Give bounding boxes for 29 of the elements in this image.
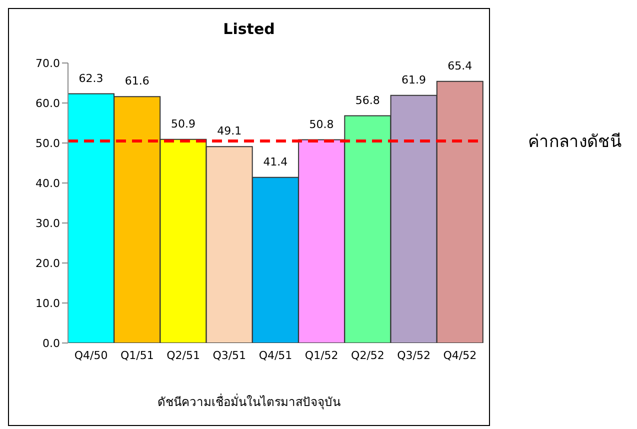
- x-tick-label: Q2/51: [166, 348, 200, 362]
- data-label: 61.9: [402, 73, 426, 86]
- y-tick-label: 20.0: [36, 256, 60, 270]
- data-label: 41.4: [263, 155, 288, 168]
- x-tick-label: Q3/51: [212, 348, 246, 362]
- x-tick-label: Q4/51: [258, 348, 292, 362]
- ref-line-label: ค่ากลางดัชนี: [528, 132, 622, 152]
- x-tick-label: Q4/50: [74, 348, 108, 362]
- data-label: 50.8: [309, 118, 334, 131]
- data-label: 62.3: [78, 72, 104, 85]
- x-tick-label: Q2/52: [351, 348, 384, 362]
- y-tick-label: 70.0: [36, 56, 60, 70]
- x-axis-title: ดัชนีความเชื่อมั่นในไตรมาสปัจจุบัน: [156, 392, 342, 411]
- y-tick-label: 30.0: [36, 216, 60, 230]
- x-tick-label: Q4/52: [443, 348, 477, 362]
- y-tick-label: 0.0: [42, 336, 60, 350]
- y-tick-label: 10.0: [36, 296, 60, 310]
- x-tick-label: Q1/52: [304, 348, 338, 362]
- data-label: 56.8: [355, 94, 380, 107]
- y-tick-label: 40.0: [36, 176, 60, 190]
- x-tick-label: Q1/51: [120, 348, 154, 362]
- chart-title: Listed: [222, 20, 276, 38]
- data-label: 61.6: [124, 74, 150, 88]
- x-tick-label: Q3/52: [397, 348, 431, 362]
- data-label: 50.9: [170, 117, 196, 130]
- data-label: 65.4: [448, 59, 472, 72]
- y-tick-label: 50.0: [36, 136, 60, 150]
- data-label: 49.1: [217, 124, 242, 138]
- y-tick-label: 60.0: [36, 96, 60, 110]
